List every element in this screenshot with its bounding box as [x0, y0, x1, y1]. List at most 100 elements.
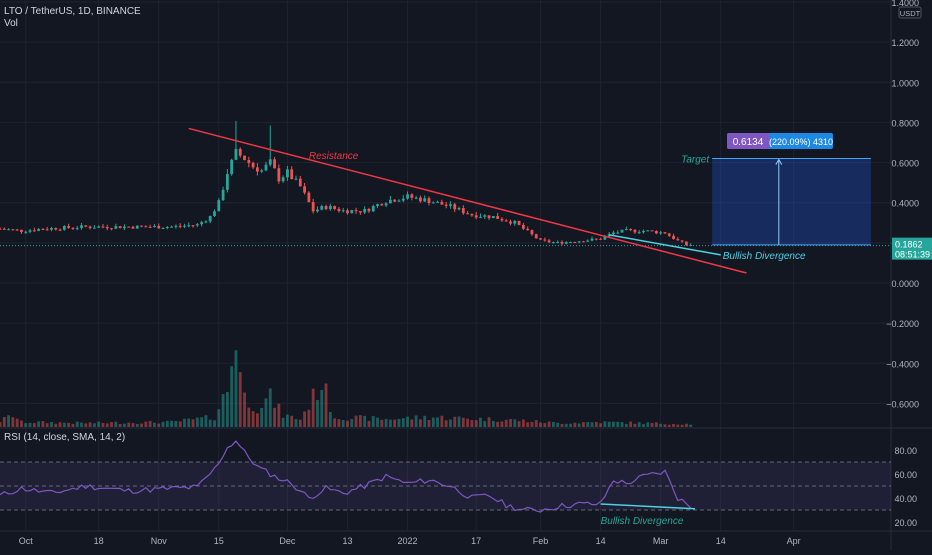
candle-body: [294, 178, 298, 180]
candle-body: [311, 202, 315, 212]
candle-body: [363, 208, 367, 213]
price-tick-label: 1.2000: [891, 38, 919, 48]
resistance-label: Resistance: [309, 151, 359, 162]
price-tick-label: −0.6000: [886, 399, 919, 409]
candle-body: [45, 229, 49, 231]
volume-legend[interactable]: Vol: [4, 18, 18, 29]
volume-bar: [7, 415, 10, 427]
volume-bar: [28, 422, 32, 427]
candle-body: [590, 238, 594, 241]
last-price-text: 0.1862: [895, 240, 923, 250]
candle-body: [367, 208, 371, 212]
volume-bar: [624, 423, 628, 427]
candle-body: [466, 213, 470, 215]
candle-body: [307, 192, 311, 203]
volume-bar: [423, 415, 427, 427]
volume-bar: [376, 417, 379, 427]
candle-body: [380, 204, 384, 206]
volume-bar: [97, 421, 101, 427]
time-tick-label: 15: [214, 536, 224, 546]
volume-bar: [633, 423, 637, 427]
candle-body: [286, 169, 289, 178]
candle-body: [84, 225, 88, 227]
candle-body: [0, 228, 2, 230]
price-tick-label: −0.4000: [886, 359, 919, 369]
candle-body: [260, 170, 264, 172]
volume-bar: [11, 417, 15, 427]
candle-body: [483, 215, 487, 217]
volume-bar: [637, 422, 641, 427]
volume-bar: [552, 422, 555, 427]
volume-bar: [303, 411, 306, 427]
volume-bar: [123, 423, 126, 427]
candle-body: [170, 226, 173, 228]
volume-bar: [685, 423, 688, 427]
volume-bar: [200, 417, 204, 427]
rsi-plot: Bullish Divergence: [0, 440, 696, 527]
candle-body: [50, 228, 53, 230]
volume-bar: [470, 420, 474, 427]
time-tick-label: Apr: [787, 536, 801, 546]
time-tick-label: Dec: [279, 536, 296, 546]
price-tick-label: 0.0000: [891, 279, 919, 289]
candle-body: [410, 194, 414, 198]
candle-body: [457, 208, 461, 210]
volume-bar: [0, 422, 2, 427]
volume-bar: [256, 413, 259, 427]
candle-body: [401, 198, 405, 201]
volume-bar: [384, 418, 388, 427]
candle-body: [637, 232, 641, 234]
volume-bar: [187, 418, 191, 427]
candle-body: [183, 225, 186, 227]
candle-body: [174, 225, 178, 227]
volume-bar: [672, 423, 675, 427]
volume-bar: [135, 423, 139, 427]
volume-bar: [337, 419, 341, 427]
volume-bar: [487, 417, 491, 427]
candle-body: [676, 239, 680, 241]
volume-bar: [140, 423, 143, 427]
volume-bar: [50, 422, 53, 427]
volume-bar: [612, 421, 615, 427]
candle-body: [564, 242, 568, 244]
volume-bar: [264, 398, 268, 427]
volume-bar: [80, 422, 83, 427]
rsi-legend[interactable]: RSI (14, close, SMA, 14, 2): [4, 432, 126, 443]
volume-bar: [144, 421, 148, 427]
candle-body: [453, 204, 457, 210]
time-tick-label: 14: [716, 536, 726, 546]
volume-bar: [616, 421, 620, 427]
time-tick-label: 2022: [398, 536, 418, 546]
candle-body: [539, 238, 542, 240]
volume-bar: [406, 416, 409, 427]
volume-bar: [457, 416, 461, 427]
volume-bar: [410, 419, 414, 427]
candle-body: [526, 228, 530, 231]
candle-body: [663, 232, 667, 234]
volume-bar: [654, 422, 658, 427]
candle-body: [491, 216, 495, 219]
candle-body: [127, 226, 131, 228]
target-label: Target: [681, 155, 710, 166]
volume-bar: [110, 422, 113, 427]
candle-body: [667, 233, 671, 236]
volume-bar: [148, 420, 152, 427]
volume-bar: [311, 388, 315, 427]
candle-body: [461, 208, 465, 214]
candle-body: [247, 160, 251, 163]
volume-bar: [646, 422, 650, 427]
volume-bar: [71, 423, 75, 427]
rsi-tick-label: 40.00: [894, 494, 917, 504]
volume-bar: [101, 422, 105, 427]
volume-bar: [277, 403, 281, 427]
time-tick-label: Nov: [151, 536, 168, 546]
candle-body: [376, 204, 379, 207]
volume-bar: [401, 418, 405, 427]
volume-bar: [54, 423, 58, 427]
volume-bar: [577, 423, 581, 427]
volume-bar: [431, 417, 435, 427]
volume-bar: [234, 350, 238, 427]
symbol-legend[interactable]: LTO / TetherUS, 1D, BINANCE: [4, 6, 141, 17]
